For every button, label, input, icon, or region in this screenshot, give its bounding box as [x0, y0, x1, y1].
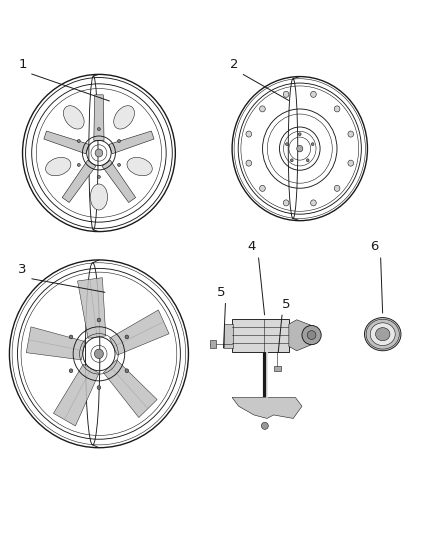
Text: 1: 1	[18, 58, 27, 71]
Polygon shape	[44, 131, 89, 154]
Text: 4: 4	[247, 240, 256, 253]
Polygon shape	[78, 278, 106, 338]
Text: 2: 2	[230, 58, 238, 71]
Ellipse shape	[311, 143, 314, 146]
Ellipse shape	[246, 131, 251, 137]
Ellipse shape	[97, 386, 101, 390]
Bar	[274, 366, 281, 372]
Ellipse shape	[246, 160, 251, 166]
Polygon shape	[289, 320, 311, 351]
Ellipse shape	[298, 133, 301, 135]
Polygon shape	[110, 310, 169, 355]
Ellipse shape	[260, 185, 265, 191]
Circle shape	[261, 422, 268, 430]
Ellipse shape	[290, 159, 293, 161]
Polygon shape	[102, 160, 136, 203]
Bar	[232, 319, 289, 352]
Ellipse shape	[125, 369, 129, 373]
Bar	[224, 324, 233, 348]
Circle shape	[307, 330, 316, 340]
Ellipse shape	[95, 149, 103, 157]
Ellipse shape	[283, 91, 289, 98]
Ellipse shape	[375, 328, 390, 341]
Polygon shape	[62, 160, 96, 203]
Bar	[210, 340, 215, 348]
Ellipse shape	[334, 106, 340, 112]
Ellipse shape	[364, 318, 401, 351]
Polygon shape	[94, 95, 104, 140]
Ellipse shape	[334, 185, 340, 191]
Circle shape	[302, 326, 321, 345]
Polygon shape	[232, 398, 302, 418]
Ellipse shape	[114, 106, 134, 129]
Ellipse shape	[78, 164, 80, 166]
Ellipse shape	[348, 160, 353, 166]
Ellipse shape	[260, 106, 265, 112]
Ellipse shape	[311, 200, 316, 206]
Ellipse shape	[286, 143, 288, 146]
Ellipse shape	[348, 131, 353, 137]
Ellipse shape	[125, 335, 129, 339]
Text: 5: 5	[283, 298, 291, 311]
Polygon shape	[53, 364, 99, 426]
Ellipse shape	[97, 318, 101, 322]
Ellipse shape	[69, 369, 73, 373]
Ellipse shape	[306, 159, 309, 161]
Ellipse shape	[117, 140, 120, 142]
Ellipse shape	[95, 349, 103, 359]
Polygon shape	[26, 327, 85, 360]
Text: 5: 5	[217, 286, 225, 299]
Ellipse shape	[127, 157, 152, 176]
Ellipse shape	[64, 106, 84, 129]
Text: 6: 6	[370, 240, 378, 253]
Polygon shape	[109, 131, 154, 154]
Ellipse shape	[90, 184, 108, 210]
Ellipse shape	[98, 175, 100, 179]
Ellipse shape	[311, 91, 316, 98]
Ellipse shape	[370, 323, 395, 345]
Text: 3: 3	[18, 263, 27, 276]
Ellipse shape	[98, 127, 100, 131]
Ellipse shape	[69, 335, 73, 339]
Ellipse shape	[117, 164, 120, 166]
Polygon shape	[103, 360, 157, 417]
Ellipse shape	[46, 157, 71, 176]
Ellipse shape	[78, 140, 80, 142]
Ellipse shape	[283, 200, 289, 206]
Ellipse shape	[297, 146, 303, 152]
